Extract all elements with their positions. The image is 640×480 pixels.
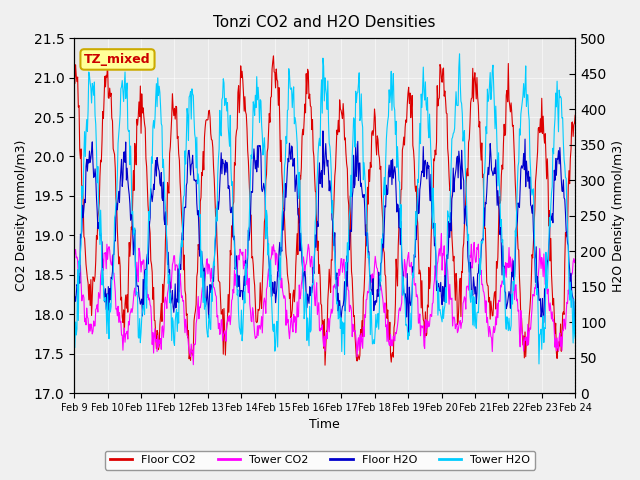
Y-axis label: H2O Density (mmol/m3): H2O Density (mmol/m3) [612,140,625,292]
Tower H2O [572,336,579,341]
Tower CO2 [438,231,445,237]
Tower CO2 [401,257,408,263]
Tower H2O [70,315,78,321]
Tower CO2 [182,316,189,322]
Legend: Floor CO2, Tower CO2, Floor H2O, Tower H2O: Floor CO2, Tower CO2, Floor H2O, Tower H… [105,451,535,469]
Floor CO2 [131,141,139,146]
Floor H2O [70,294,78,300]
Tower CO2 [189,362,197,368]
Line: Floor H2O: Floor H2O [74,131,575,333]
Floor H2O [319,128,327,134]
Floor CO2 [208,137,216,143]
Floor CO2 [321,362,329,368]
Floor CO2 [386,319,394,325]
Tower CO2 [70,254,78,260]
Tower CO2 [131,285,139,291]
Tower CO2 [209,276,217,282]
Tower H2O [182,161,189,167]
Floor H2O [79,215,87,220]
Floor H2O [208,281,216,287]
Tower H2O [131,225,139,231]
Floor H2O [401,293,408,299]
X-axis label: Time: Time [309,419,340,432]
Floor H2O [182,205,189,211]
Tower H2O [535,361,543,367]
Tower CO2 [386,343,394,348]
Tower CO2 [572,257,579,263]
Text: TZ_mixed: TZ_mixed [84,53,151,66]
Line: Tower CO2: Tower CO2 [74,234,575,365]
Y-axis label: CO2 Density (mmol/m3): CO2 Density (mmol/m3) [15,140,28,291]
Floor H2O [405,330,413,336]
Floor H2O [572,299,579,305]
Tower H2O [400,285,408,291]
Title: Tonzi CO2 and H2O Densities: Tonzi CO2 and H2O Densities [213,15,436,30]
Tower CO2 [79,292,87,298]
Floor H2O [131,227,139,232]
Tower H2O [79,188,87,193]
Tower H2O [208,299,216,304]
Floor H2O [386,174,394,180]
Floor CO2 [70,50,78,56]
Floor CO2 [401,142,408,148]
Line: Tower H2O: Tower H2O [74,54,575,364]
Floor CO2 [79,201,87,206]
Floor CO2 [182,292,189,298]
Floor CO2 [572,112,579,118]
Tower H2O [456,51,463,57]
Line: Floor CO2: Floor CO2 [74,53,575,365]
Tower H2O [385,87,393,93]
